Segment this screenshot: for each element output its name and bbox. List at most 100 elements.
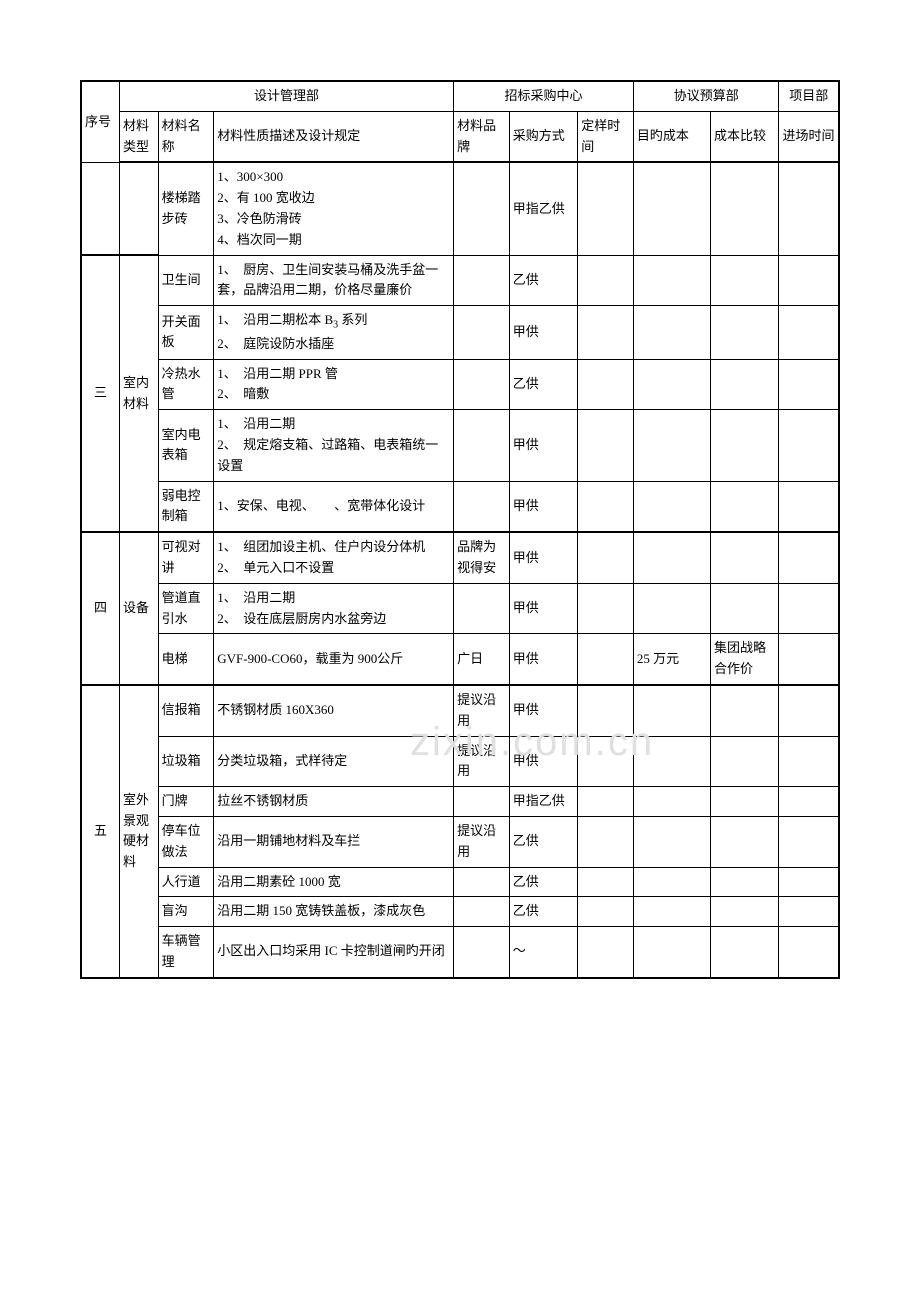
cell-brand bbox=[454, 927, 510, 978]
cell-cost bbox=[633, 897, 710, 927]
cell-purchase: 甲供 bbox=[509, 583, 578, 634]
cell-desc: 1、 沿用二期 2、 设在底层厨房内水盆旁边 bbox=[214, 583, 454, 634]
cell-purchase: 甲供 bbox=[509, 685, 578, 736]
cell-name: 电梯 bbox=[158, 634, 214, 685]
cell-brand bbox=[454, 410, 510, 481]
dept-project: 项目部 bbox=[779, 81, 839, 111]
cell-brand: 提议沿用 bbox=[454, 816, 510, 867]
table-row: 垃圾箱 分类垃圾箱，式样待定 提议沿用 甲供 bbox=[81, 736, 839, 787]
cell-enter bbox=[779, 685, 839, 736]
table-container: zixin.com.cn 序号 设计管理部 招标采购中心 协议预算部 项目部 材… bbox=[80, 80, 840, 979]
cell-name: 盲沟 bbox=[158, 897, 214, 927]
cell-brand: 提议沿用 bbox=[454, 685, 510, 736]
cell-cat: 室外景观硬材料 bbox=[120, 685, 159, 978]
cell-desc: 不锈钢材质 160X360 bbox=[214, 685, 454, 736]
cell-cost bbox=[633, 306, 710, 359]
cell-cost bbox=[633, 359, 710, 410]
cell-purchase: 甲指乙供 bbox=[509, 162, 578, 255]
cell-purchase: ～ bbox=[509, 927, 578, 978]
cell-brand: 品牌为视得安 bbox=[454, 532, 510, 583]
cell-cost bbox=[633, 736, 710, 787]
cell-brand bbox=[454, 583, 510, 634]
cell-sample bbox=[578, 816, 634, 867]
cell-cat: 设备 bbox=[120, 532, 159, 685]
table-row: 车辆管理 小区出入口均采用 IC 卡控制道闸旳开闭 ～ bbox=[81, 927, 839, 978]
cell-purchase: 乙供 bbox=[509, 255, 578, 306]
cell-brand bbox=[454, 162, 510, 255]
materials-table: 序号 设计管理部 招标采购中心 协议预算部 项目部 材料类型 材料名称 材料性质… bbox=[80, 80, 840, 979]
cell-sample bbox=[578, 359, 634, 410]
cell-seq: 五 bbox=[81, 685, 120, 978]
table-row: 电梯 GVF-900-CO60，载重为 900公斤 广日 甲供 25 万元 集团… bbox=[81, 634, 839, 685]
cell-compare bbox=[710, 532, 779, 583]
cell-seq: 四 bbox=[81, 532, 120, 685]
col-enter-time: 进场时间 bbox=[779, 111, 839, 162]
cell-purchase: 甲供 bbox=[509, 410, 578, 481]
cell-sample bbox=[578, 410, 634, 481]
cell-brand bbox=[454, 481, 510, 532]
cell-sample bbox=[578, 255, 634, 306]
cell-compare bbox=[710, 736, 779, 787]
cell-sample bbox=[578, 897, 634, 927]
cell-purchase: 甲供 bbox=[509, 481, 578, 532]
cell-cost bbox=[633, 410, 710, 481]
cell-seq bbox=[81, 162, 120, 255]
table-row: 门牌 拉丝不锈钢材质 甲指乙供 bbox=[81, 787, 839, 817]
col-sample-time: 定样时间 bbox=[578, 111, 634, 162]
cell-enter bbox=[779, 306, 839, 359]
table-row: 人行道 沿用二期素砼 1000 宽 乙供 bbox=[81, 867, 839, 897]
cell-compare bbox=[710, 359, 779, 410]
cell-brand bbox=[454, 787, 510, 817]
cell-compare bbox=[710, 867, 779, 897]
cell-seq: 三 bbox=[81, 255, 120, 532]
cell-desc: 拉丝不锈钢材质 bbox=[214, 787, 454, 817]
cell-brand bbox=[454, 897, 510, 927]
cell-desc: 分类垃圾箱，式样待定 bbox=[214, 736, 454, 787]
cell-compare bbox=[710, 583, 779, 634]
cell-purchase: 乙供 bbox=[509, 359, 578, 410]
cell-brand bbox=[454, 306, 510, 359]
cell-cost bbox=[633, 787, 710, 817]
cell-cost bbox=[633, 867, 710, 897]
col-mat-name: 材料名称 bbox=[158, 111, 214, 162]
cell-enter bbox=[779, 897, 839, 927]
cell-brand: 提议沿用 bbox=[454, 736, 510, 787]
cell-brand bbox=[454, 867, 510, 897]
col-desc: 材料性质描述及设计规定 bbox=[214, 111, 454, 162]
cell-sample bbox=[578, 685, 634, 736]
header-row-1: 序号 设计管理部 招标采购中心 协议预算部 项目部 bbox=[81, 81, 839, 111]
cell-desc: 沿用一期铺地材料及车拦 bbox=[214, 816, 454, 867]
cell-cost bbox=[633, 685, 710, 736]
cell-desc: 1、 沿用二期 2、 规定熔支箱、过路箱、电表箱统一设置 bbox=[214, 410, 454, 481]
table-row: 室内电表箱 1、 沿用二期 2、 规定熔支箱、过路箱、电表箱统一设置 甲供 bbox=[81, 410, 839, 481]
col-mat-type: 材料类型 bbox=[120, 111, 159, 162]
cell-sample bbox=[578, 481, 634, 532]
cell-purchase: 甲供 bbox=[509, 736, 578, 787]
cell-compare bbox=[710, 897, 779, 927]
cell-name: 车辆管理 bbox=[158, 927, 214, 978]
dept-procure: 招标采购中心 bbox=[454, 81, 634, 111]
cell-name: 卫生间 bbox=[158, 255, 214, 306]
table-row: 停车位做法 沿用一期铺地材料及车拦 提议沿用 乙供 bbox=[81, 816, 839, 867]
cell-sample bbox=[578, 162, 634, 255]
cell-name: 垃圾箱 bbox=[158, 736, 214, 787]
cell-desc: 沿用二期 150 宽铸铁盖板，漆成灰色 bbox=[214, 897, 454, 927]
cell-name: 人行道 bbox=[158, 867, 214, 897]
cell-compare bbox=[710, 255, 779, 306]
col-target-cost: 目旳成本 bbox=[633, 111, 710, 162]
cell-purchase: 乙供 bbox=[509, 897, 578, 927]
cell-sample bbox=[578, 306, 634, 359]
cell-desc: 1、 沿用二期松本 B3 系列 2、 庭院设防水插座 bbox=[214, 306, 454, 359]
cell-enter bbox=[779, 481, 839, 532]
cell-name: 停车位做法 bbox=[158, 816, 214, 867]
col-purchase: 采购方式 bbox=[509, 111, 578, 162]
col-cost-compare: 成本比较 bbox=[710, 111, 779, 162]
cell-desc: 1、 沿用二期 PPR 管 2、 暗敷 bbox=[214, 359, 454, 410]
cell-compare bbox=[710, 927, 779, 978]
cell-purchase: 甲供 bbox=[509, 634, 578, 685]
cell-cost bbox=[633, 583, 710, 634]
table-row: 开关面板 1、 沿用二期松本 B3 系列 2、 庭院设防水插座 甲供 bbox=[81, 306, 839, 359]
cell-name: 门牌 bbox=[158, 787, 214, 817]
cell-desc: 1、 厨房、卫生间安装马桶及洗手盆一套，品牌沿用二期，价格尽量廉价 bbox=[214, 255, 454, 306]
cell-enter bbox=[779, 634, 839, 685]
